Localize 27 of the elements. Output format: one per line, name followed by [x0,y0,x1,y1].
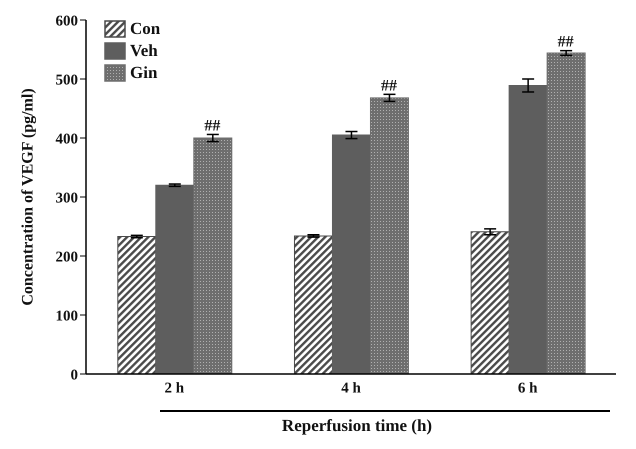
bar [155,184,194,374]
y-tick-label: 300 [56,190,78,206]
x-tick-label: 2 h [164,380,185,397]
y-tick-label: 0 [70,367,78,384]
annotation: ## [204,117,220,134]
y-tick-label: 100 [56,308,78,324]
bar [193,138,232,374]
bar [370,97,409,374]
y-tick-label: 200 [56,249,78,266]
bar [546,52,586,374]
y-axis-title: Concentration of VEGF (pg/ml) [20,88,37,306]
bar [117,236,156,374]
annotation: ## [558,34,574,51]
legend-label: Con [130,19,160,39]
y-tick-label: 400 [56,131,78,148]
bar [294,235,333,374]
bar [470,231,510,374]
bar [332,134,371,374]
x-tick-label: 6 h [518,380,538,397]
legend-label: Veh [130,41,158,61]
y-tick-label: 500 [56,72,78,88]
x-axis-title: Reperfusion time (h) [280,416,434,436]
y-tick-label: 600 [56,13,78,30]
legend-label: Gin [130,63,158,83]
x-tick-label: 4 h [341,380,362,397]
annotation: ## [381,77,397,94]
bar [508,84,548,374]
